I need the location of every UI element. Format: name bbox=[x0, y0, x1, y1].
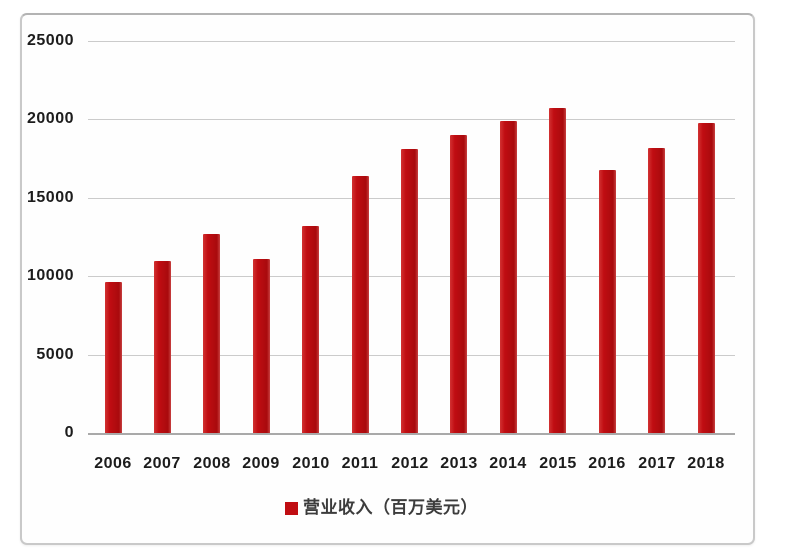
bar-2011 bbox=[352, 176, 369, 433]
y-axis-tick-label: 25000 bbox=[27, 32, 74, 49]
legend-square-marker-icon bbox=[285, 501, 298, 515]
y-axis-tick-label: 20000 bbox=[27, 110, 74, 127]
x-axis-tick-label: 2015 bbox=[539, 455, 577, 472]
x-axis-tick-label: 2006 bbox=[94, 455, 132, 472]
x-axis-tick-label: 2011 bbox=[341, 455, 379, 472]
bar-2008 bbox=[203, 234, 220, 433]
legend: 营业收入（百万美元） bbox=[285, 499, 478, 517]
bar-2007 bbox=[154, 261, 171, 433]
bar-2014 bbox=[500, 121, 517, 433]
bar-2009 bbox=[253, 259, 270, 433]
gridline bbox=[88, 41, 735, 42]
x-axis-tick-label: 2013 bbox=[440, 455, 478, 472]
legend-label: 营业收入（百万美元） bbox=[303, 498, 478, 517]
bar-2015 bbox=[549, 108, 566, 433]
x-axis-tick-label: 2008 bbox=[193, 455, 231, 472]
bar-2010 bbox=[302, 226, 319, 433]
bar-2012 bbox=[401, 149, 418, 433]
x-axis-tick-label: 2018 bbox=[687, 455, 725, 472]
bar-2017 bbox=[648, 148, 665, 433]
chart-frame bbox=[20, 13, 755, 545]
bar-2006 bbox=[105, 282, 122, 433]
y-axis-tick-label: 5000 bbox=[36, 346, 74, 363]
bar-2016 bbox=[599, 170, 616, 433]
y-axis-tick-label: 0 bbox=[64, 424, 74, 441]
y-axis-tick-label: 10000 bbox=[27, 267, 74, 284]
bar-2013 bbox=[450, 135, 467, 433]
x-axis-tick-label: 2012 bbox=[391, 455, 429, 472]
x-axis-tick-label: 2014 bbox=[489, 455, 527, 472]
y-axis-tick-label: 15000 bbox=[27, 189, 74, 206]
bar-2018 bbox=[698, 123, 715, 433]
x-axis-tick-label: 2007 bbox=[143, 455, 181, 472]
x-axis-baseline bbox=[88, 433, 735, 435]
x-axis-tick-label: 2010 bbox=[292, 455, 330, 472]
x-axis-tick-label: 2017 bbox=[638, 455, 676, 472]
x-axis-tick-label: 2016 bbox=[588, 455, 626, 472]
x-axis-tick-label: 2009 bbox=[242, 455, 280, 472]
gridline bbox=[88, 119, 735, 120]
